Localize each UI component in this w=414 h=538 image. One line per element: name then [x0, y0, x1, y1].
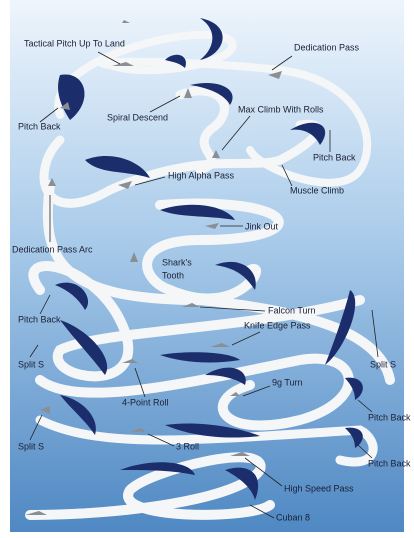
label: Tactical Pitch Up To Land — [24, 38, 125, 48]
label: Split S — [18, 359, 44, 369]
label: Split S — [370, 359, 396, 369]
label: Tooth — [162, 270, 184, 280]
label: Spiral Descend — [107, 112, 168, 122]
label: Shark's — [162, 257, 192, 267]
label: Max Climb With Rolls — [238, 104, 324, 114]
label: Pitch Back — [368, 412, 411, 422]
label: Muscle Climb — [290, 185, 344, 195]
label: Pitch Back — [18, 121, 61, 131]
label: Pitch Back — [368, 458, 411, 468]
label: Pitch Back — [313, 152, 356, 162]
label: Knife Edge Pass — [244, 320, 311, 330]
label: Cuban 8 — [276, 512, 310, 522]
diagram: Tactical Pitch Up To Land Dedication Pas… — [0, 0, 414, 538]
label: Jink Out — [245, 221, 279, 231]
label: High Speed Pass — [284, 483, 354, 493]
label: Split S — [18, 441, 44, 451]
label: 3 Roll — [176, 441, 199, 451]
label: High Alpha Pass — [168, 170, 235, 180]
label: Dedication Pass Arc — [12, 244, 93, 254]
label: 4-Point Roll — [122, 397, 169, 407]
label: Dedication Pass — [294, 42, 360, 52]
label: Falcon Turn — [268, 305, 316, 315]
label: Pitch Back — [18, 314, 61, 324]
label: 9g Turn — [272, 377, 303, 387]
